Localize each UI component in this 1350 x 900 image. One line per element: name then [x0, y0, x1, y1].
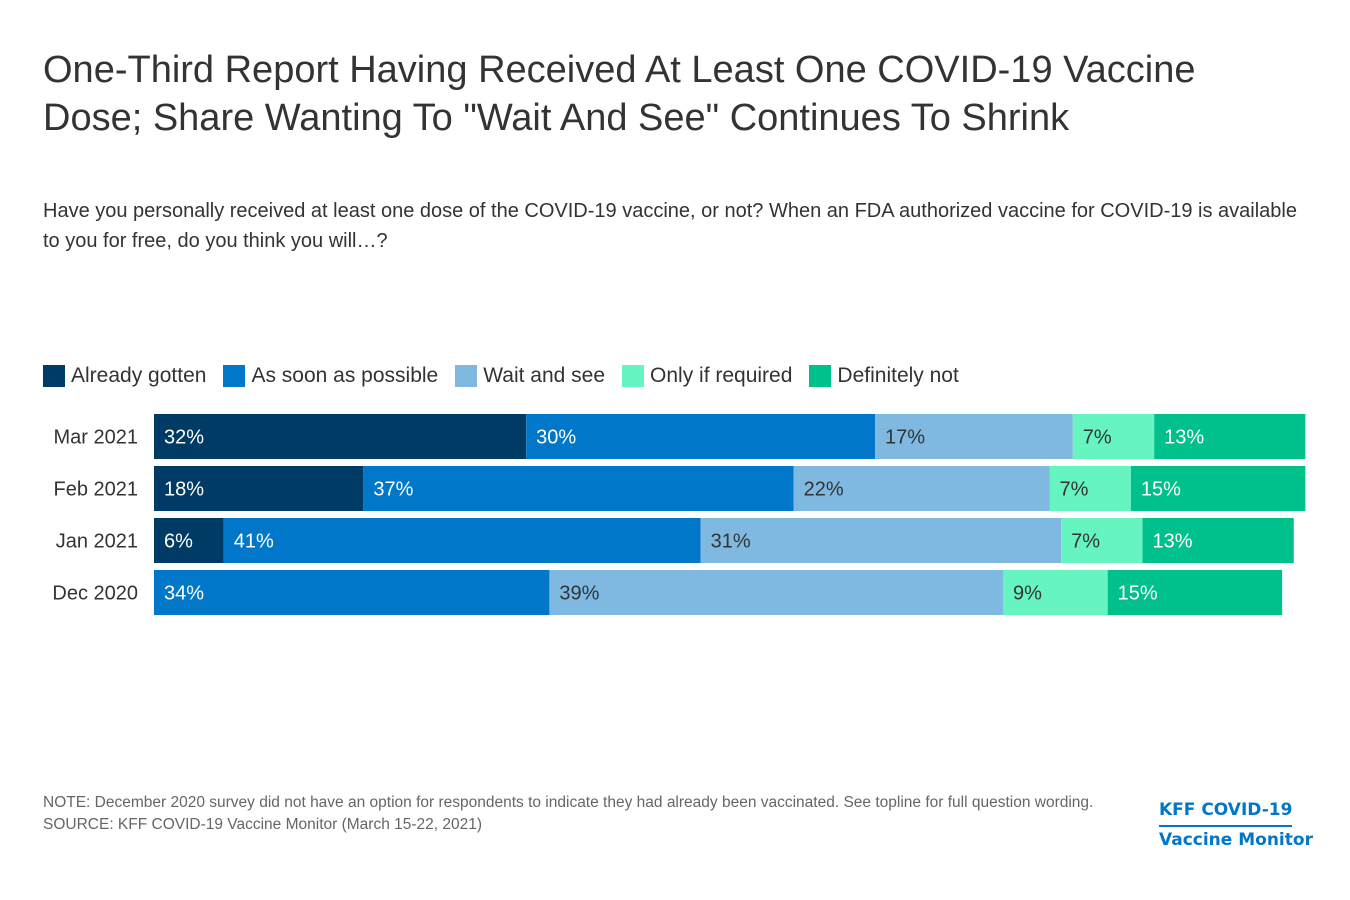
- bar-segment: [875, 414, 1073, 459]
- category-label: Mar 2021: [54, 427, 139, 449]
- bar-segment: [363, 466, 794, 511]
- bar-segment: [154, 570, 550, 615]
- data-label: 9%: [1013, 583, 1042, 605]
- bar-segment: [1002, 570, 1108, 615]
- legend-label: As soon as possible: [251, 364, 439, 387]
- bar-segment: [1049, 466, 1131, 511]
- legend-label: Wait and see: [483, 364, 606, 387]
- chart-legend: Already gotten As soon as possible Wait …: [43, 364, 976, 388]
- stacked-bar-chart: Mar 2021 32% 30% 17% 7% 13% Feb 2021 18% 37% 22% 7…: [52, 414, 1306, 615]
- footer-note: NOTE: December 2020 survey did not have …: [43, 794, 1094, 811]
- data-label: 18%: [164, 479, 204, 501]
- bar-segment: [154, 518, 224, 563]
- data-label: 32%: [164, 427, 204, 449]
- bar-segment: [1154, 414, 1306, 459]
- category-label: Dec 2020: [52, 583, 138, 605]
- bar-segment: [1142, 518, 1294, 563]
- data-label: 37%: [373, 479, 413, 501]
- data-label: 13%: [1164, 427, 1204, 449]
- data-label: 15%: [1118, 583, 1158, 605]
- legend-swatch: [809, 365, 832, 387]
- legend-item-only-if-required: Only if required: [622, 364, 792, 388]
- brand-line2: Vaccine Monitor: [1159, 830, 1313, 850]
- bar-segment: [154, 466, 364, 511]
- legend-swatch: [622, 365, 645, 387]
- legend-label: Only if required: [650, 364, 793, 387]
- bar-segment: [526, 414, 876, 459]
- legend-swatch: [43, 365, 65, 387]
- legend-item-as-soon-as-possible: As soon as possible: [223, 364, 438, 388]
- data-label: 7%: [1060, 479, 1089, 501]
- bar-segment: [1072, 414, 1155, 459]
- bar-segment: [154, 414, 527, 459]
- legend-label: Definitely not: [837, 364, 959, 387]
- data-label: 41%: [234, 531, 274, 553]
- bar-segment: [1061, 518, 1143, 563]
- legend-swatch: [455, 365, 478, 387]
- bar-segment: [793, 466, 1050, 511]
- data-label: 17%: [885, 427, 925, 449]
- chart-title: One-Third Report Having Received At Leas…: [43, 49, 1196, 139]
- data-label: 15%: [1141, 479, 1181, 501]
- footer-source: SOURCE: KFF COVID-19 Vaccine Monitor (Ma…: [43, 816, 483, 833]
- brand-line1: KFF COVID-19: [1159, 797, 1293, 827]
- category-label: Feb 2021: [53, 479, 138, 501]
- data-label: 7%: [1083, 427, 1112, 449]
- legend-item-already-gotten: Already gotten: [43, 364, 206, 388]
- legend-item-wait-and-see: Wait and see: [455, 364, 605, 388]
- legend-item-definitely-not: Definitely not: [809, 364, 959, 388]
- data-label: 30%: [536, 427, 576, 449]
- legend-swatch: [223, 365, 246, 387]
- data-label: 13%: [1153, 531, 1193, 553]
- legend-label: Already gotten: [71, 364, 207, 387]
- data-label: 22%: [804, 479, 844, 501]
- data-label: 6%: [164, 531, 193, 553]
- category-label: Jan 2021: [56, 531, 138, 553]
- data-label: 39%: [559, 583, 599, 605]
- bar-segment: [1107, 570, 1283, 615]
- chart-footer: NOTE: December 2020 survey did not have …: [43, 792, 1133, 836]
- bar-segment: [1130, 466, 1306, 511]
- bar-segment: [549, 570, 1003, 615]
- brand-logo: KFF COVID-19 Vaccine Monitor: [1159, 797, 1313, 854]
- data-label: 31%: [711, 531, 751, 553]
- bar-segment: [223, 518, 701, 563]
- bar-segment: [700, 518, 1062, 563]
- data-label: 7%: [1071, 531, 1100, 553]
- chart-subtitle: Have you personally received at least on…: [43, 200, 1297, 252]
- data-label: 34%: [164, 583, 204, 605]
